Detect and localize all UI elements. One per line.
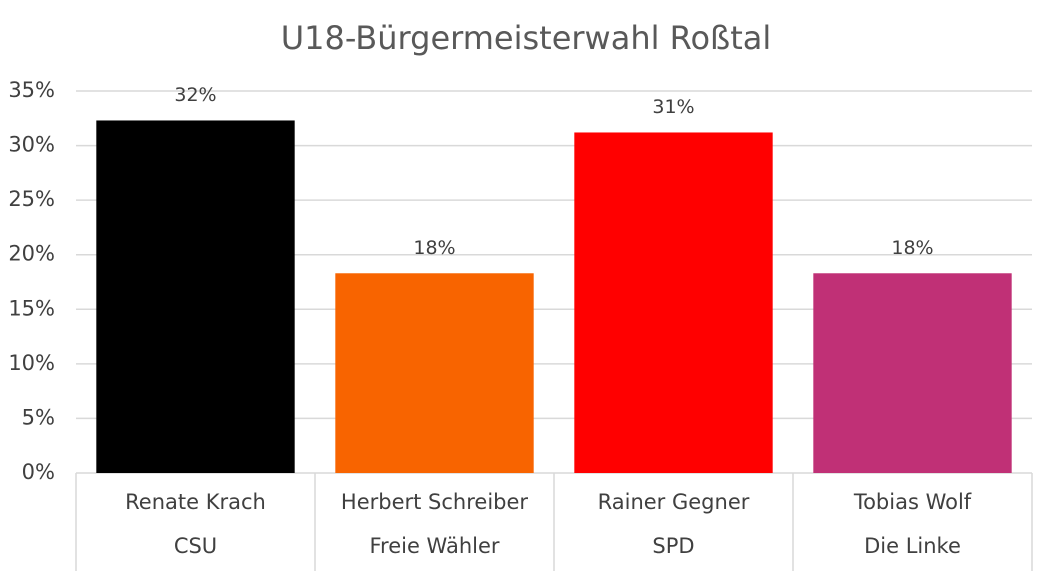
- y-tick-label: 5%: [22, 405, 55, 429]
- bar: [813, 273, 1012, 473]
- x-tick-label: Renate Krach: [125, 490, 266, 514]
- x-group-label: Die Linke: [864, 534, 961, 558]
- value-label: 32%: [174, 84, 216, 106]
- y-tick-label: 0%: [22, 460, 55, 484]
- y-tick-label: 10%: [8, 351, 55, 375]
- y-tick-label: 35%: [8, 78, 55, 102]
- value-label: 31%: [652, 96, 694, 118]
- value-label: 18%: [413, 237, 455, 259]
- bar: [335, 273, 534, 473]
- bar: [574, 132, 773, 473]
- y-tick-label: 25%: [8, 187, 55, 211]
- value-label: 18%: [891, 237, 933, 259]
- y-tick-label: 30%: [8, 133, 55, 157]
- bar: [96, 120, 295, 474]
- y-tick-label: 20%: [8, 242, 55, 266]
- x-group-label: SPD: [652, 534, 694, 558]
- x-tick-label: Tobias Wolf: [853, 490, 972, 514]
- x-tick-label: Herbert Schreiber: [341, 490, 529, 514]
- y-tick-label: 15%: [8, 296, 55, 320]
- x-group-label: CSU: [174, 534, 217, 558]
- chart-title: U18-Bürgermeisterwahl Roßtal: [281, 19, 771, 57]
- x-tick-label: Rainer Gegner: [598, 490, 750, 514]
- x-group-label: Freie Wähler: [369, 534, 499, 558]
